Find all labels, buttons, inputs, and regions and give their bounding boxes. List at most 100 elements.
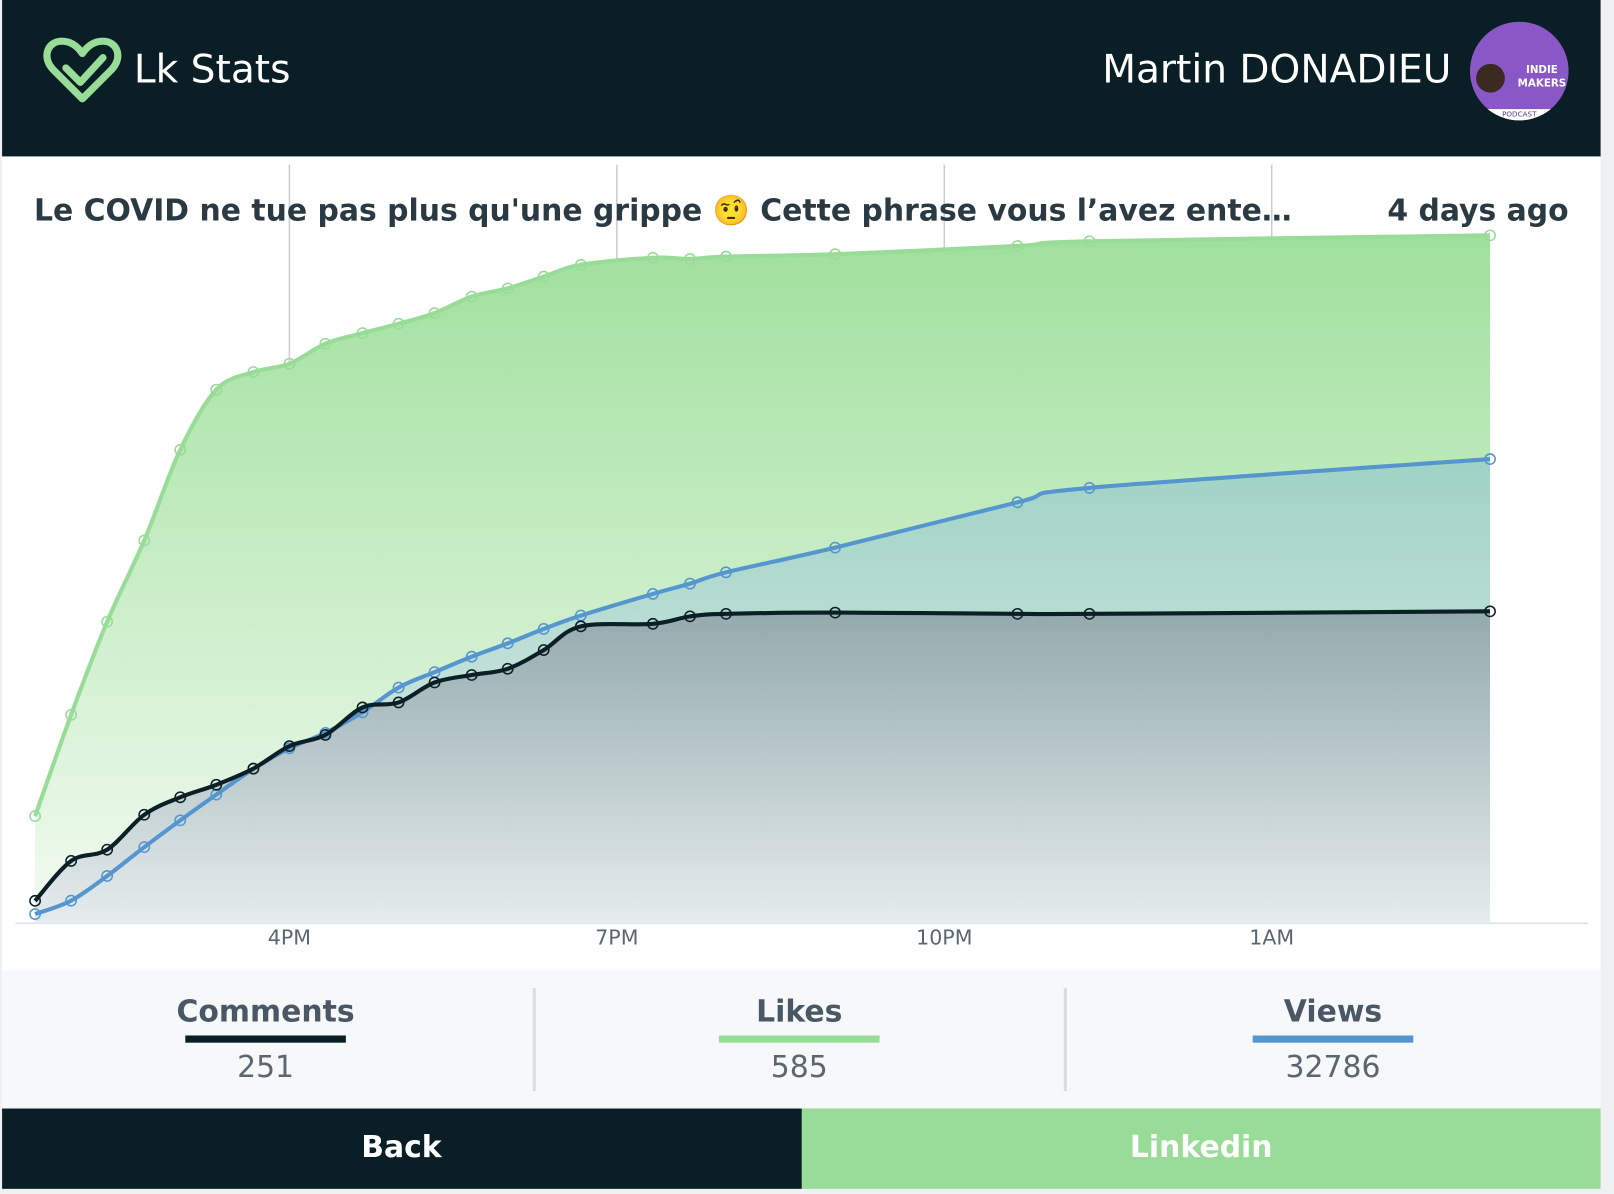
point xyxy=(501,637,514,650)
point xyxy=(29,810,42,823)
point xyxy=(29,894,42,907)
point xyxy=(174,443,187,456)
series-line xyxy=(34,457,1491,916)
point xyxy=(1011,607,1024,620)
point xyxy=(1484,453,1496,466)
point xyxy=(684,253,696,265)
avatar-face xyxy=(1476,63,1505,93)
point xyxy=(247,762,260,775)
avatar-text: PODCAST xyxy=(1502,109,1537,118)
point xyxy=(356,701,369,714)
point xyxy=(319,337,332,350)
x-tick-label: 10PM xyxy=(916,926,972,950)
point xyxy=(465,650,478,663)
back-button[interactable] xyxy=(2,1108,802,1189)
point xyxy=(646,251,659,264)
point xyxy=(29,908,42,920)
post-title: Le COVID ne tue pas plus qu'une grippe 🤨… xyxy=(34,194,1292,229)
point xyxy=(392,681,405,694)
point xyxy=(101,615,114,628)
point xyxy=(1484,605,1496,618)
point xyxy=(720,566,732,579)
point xyxy=(829,606,842,619)
back-label[interactable]: Back xyxy=(361,1130,443,1165)
point xyxy=(537,644,550,656)
stats: Comments 251 Likes 585 Views 32786 xyxy=(177,994,1414,1085)
legend-swatch xyxy=(1252,1035,1414,1043)
point xyxy=(465,290,478,303)
point xyxy=(247,366,260,378)
point xyxy=(684,610,696,623)
header xyxy=(2,0,1601,157)
legend-label: Comments xyxy=(177,994,355,1029)
point xyxy=(65,854,78,867)
point xyxy=(319,728,332,741)
total-value: 585 xyxy=(771,1050,828,1085)
total-value: 32786 xyxy=(1286,1050,1381,1085)
point xyxy=(720,607,732,620)
legend-swatch xyxy=(185,1035,346,1043)
point xyxy=(829,248,842,261)
x-tick-label: 7PM xyxy=(595,926,638,950)
point xyxy=(428,307,441,320)
point xyxy=(210,383,223,396)
legend-swatch xyxy=(718,1035,880,1043)
series-line xyxy=(33,233,1491,817)
point xyxy=(283,740,296,753)
point xyxy=(829,541,842,554)
point xyxy=(501,662,514,675)
point xyxy=(574,258,587,271)
point xyxy=(138,841,151,854)
point xyxy=(210,778,223,791)
point xyxy=(1011,240,1024,252)
point xyxy=(1484,229,1496,242)
point xyxy=(138,534,151,547)
point xyxy=(101,843,114,856)
x-tick-label: 1AM xyxy=(1249,926,1294,950)
point xyxy=(174,791,187,804)
linkedin-label[interactable]: Linkedin xyxy=(1130,1130,1273,1165)
app-name: Lk Stats xyxy=(134,48,291,93)
point xyxy=(283,357,296,370)
plot: 4PM 7PM 10PM 1AM xyxy=(15,164,1589,950)
point xyxy=(1011,496,1024,509)
point xyxy=(65,894,78,907)
linkedin-button[interactable] xyxy=(801,1108,1601,1189)
user-name[interactable]: Martin DONADIEU xyxy=(1102,48,1451,93)
total-value: 251 xyxy=(237,1050,294,1085)
point xyxy=(428,676,441,689)
point xyxy=(356,327,369,340)
point xyxy=(537,270,550,283)
avatar-bg xyxy=(1469,21,1569,121)
point xyxy=(1083,235,1096,248)
point xyxy=(646,588,659,600)
series-area xyxy=(35,611,1491,924)
point xyxy=(174,814,187,827)
legend-label: Likes xyxy=(756,994,842,1029)
post-age: 4 days ago xyxy=(1387,194,1568,229)
avatar-text: MAKERS xyxy=(1518,77,1567,89)
point xyxy=(101,870,114,882)
series-line xyxy=(33,609,1491,903)
point xyxy=(537,622,550,635)
point xyxy=(1083,481,1096,494)
logo xyxy=(43,37,122,103)
point xyxy=(392,317,405,330)
legend-label: Views xyxy=(1284,994,1382,1029)
avatar-band xyxy=(1482,109,1557,121)
avatar[interactable] xyxy=(1469,21,1569,124)
point xyxy=(501,282,514,295)
point xyxy=(392,696,405,709)
avatar-text: INDIE xyxy=(1526,64,1558,76)
point xyxy=(465,669,478,681)
point xyxy=(574,620,587,633)
point xyxy=(65,708,78,721)
point xyxy=(138,808,151,821)
point xyxy=(1083,607,1096,620)
point xyxy=(720,250,732,263)
point xyxy=(646,617,659,630)
logo-check xyxy=(62,54,107,86)
point xyxy=(684,577,696,590)
